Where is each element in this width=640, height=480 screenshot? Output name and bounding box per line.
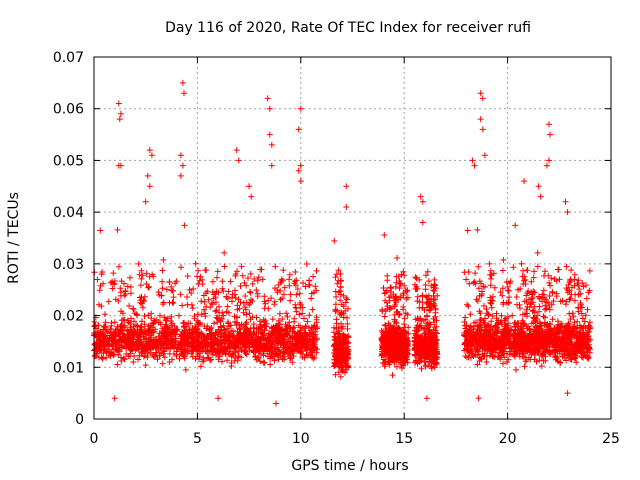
y-tick-label: 0.05	[53, 153, 84, 169]
y-tick-label: 0.07	[53, 50, 84, 66]
x-tick-label: 0	[90, 431, 99, 447]
y-tick-label: 0.06	[53, 102, 84, 118]
data-points	[91, 79, 594, 407]
x-tick-label: 15	[395, 431, 413, 447]
x-tick-label: 25	[602, 431, 620, 447]
plot-frame	[93, 56, 612, 420]
y-tick-label: 0	[75, 412, 84, 428]
grid-lines	[94, 57, 611, 419]
y-tick-label: 0.02	[53, 309, 84, 325]
x-tick-label: 20	[499, 431, 517, 447]
y-axis-label: ROTI / TECUs	[6, 192, 22, 284]
chart-title: Day 116 of 2020, Rate Of TEC Index for r…	[165, 20, 531, 36]
x-axis-label: GPS time / hours	[291, 458, 408, 474]
x-tick-label: 10	[292, 431, 310, 447]
axis-ticks: 0 5 10 15 20 25 0 0.01 0.02 0.03 0.04 0.05 0.06 0.07	[53, 50, 620, 447]
y-tick-label: 0.03	[53, 257, 84, 273]
x-tick-label: 5	[193, 431, 202, 447]
y-tick-label: 0.04	[53, 205, 84, 221]
roti-series-markers	[91, 79, 594, 407]
y-tick-label: 0.01	[53, 360, 84, 376]
